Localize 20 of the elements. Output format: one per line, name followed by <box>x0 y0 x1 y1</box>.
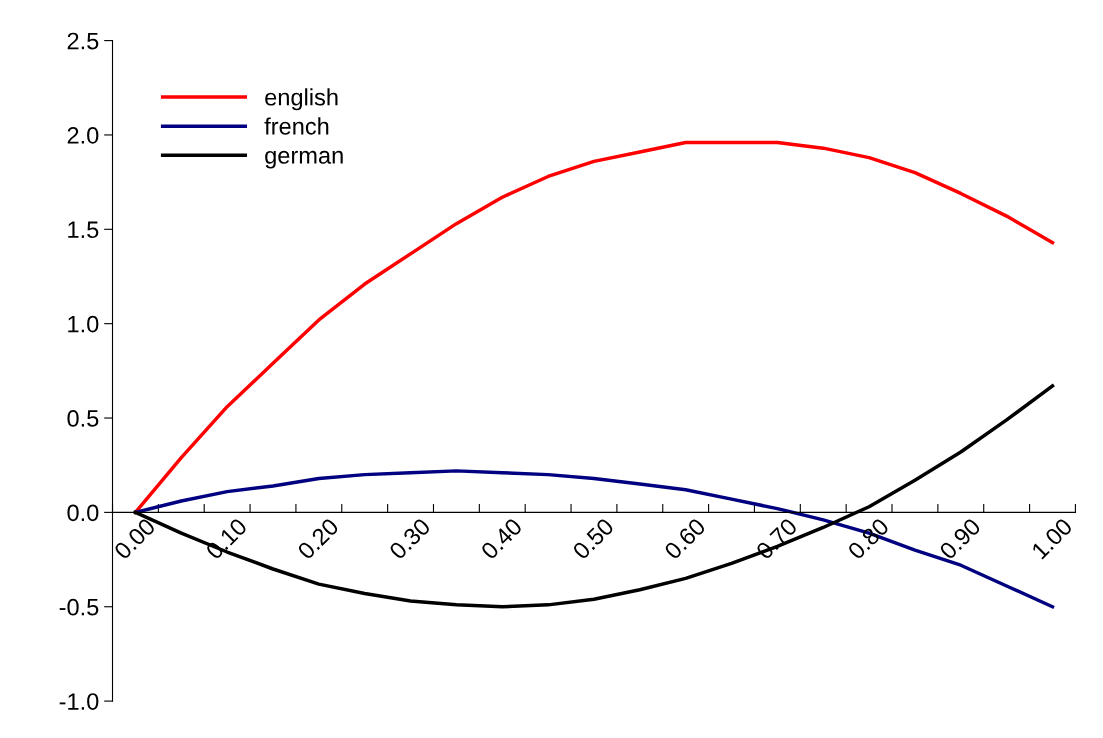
y-tick-label: 0.0 <box>67 504 99 522</box>
x-tick-label: 0.90 <box>938 517 982 561</box>
y-tick-label: -0.5 <box>59 598 99 616</box>
legend-label: french <box>264 117 329 135</box>
x-tick-label: 0.00 <box>113 517 157 561</box>
y-tick-label: 2.5 <box>67 32 99 50</box>
y-tick-label: 2.0 <box>67 127 99 144</box>
x-tick-label: 0.20 <box>296 517 340 561</box>
y-tick-label: -1.0 <box>59 693 99 710</box>
x-tick-label: 0.40 <box>480 517 524 561</box>
legend-label: german <box>265 150 343 169</box>
x-tick-label: 0.60 <box>663 517 707 561</box>
x-tick-label: 0.80 <box>846 517 890 561</box>
line-series <box>133 140 1055 515</box>
legend-label: english <box>265 88 338 111</box>
y-tick-label: 1.5 <box>68 221 99 239</box>
x-tick-label: 0.50 <box>571 517 615 561</box>
y-tick-label: 0.5 <box>67 410 99 427</box>
y-tick-label: 1.0 <box>68 315 99 333</box>
x-tick-label: 0.30 <box>388 517 432 561</box>
